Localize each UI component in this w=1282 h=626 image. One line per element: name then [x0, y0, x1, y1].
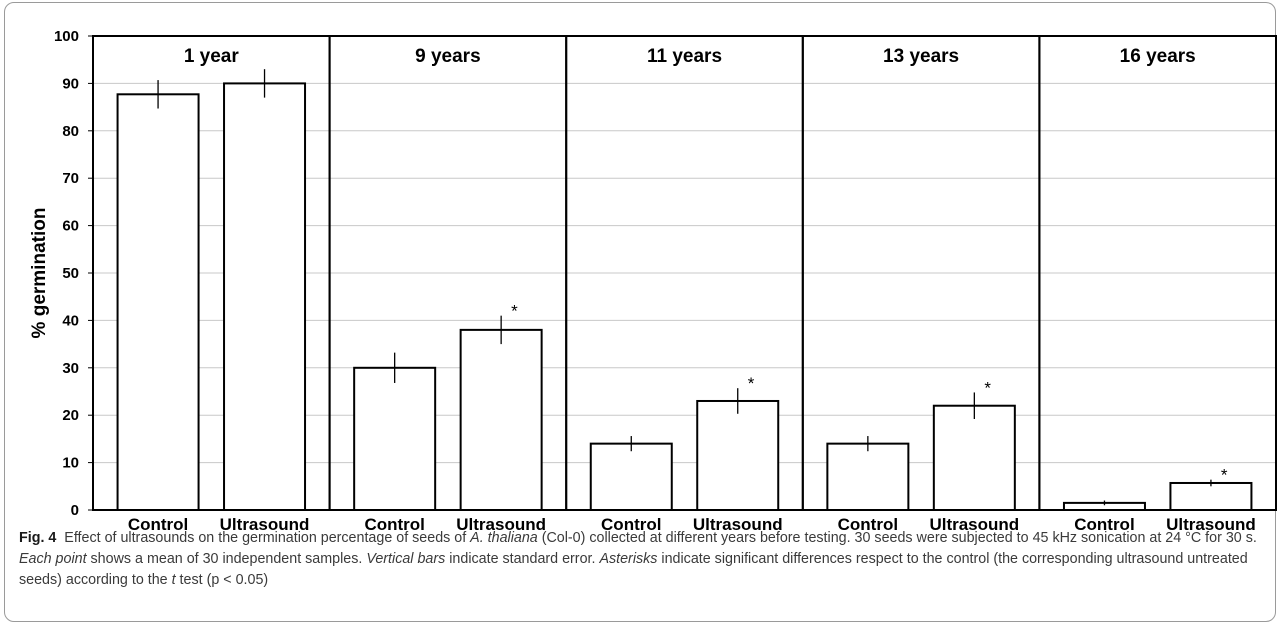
- bar: [696, 399, 780, 512]
- y-tick-label: 50: [62, 265, 79, 282]
- panel-title: 1 year: [184, 46, 240, 67]
- panel-title: 11 years: [647, 46, 722, 67]
- significance-asterisk: *: [511, 302, 518, 321]
- category-label: Ultrasound: [220, 515, 310, 530]
- category-label: Ultrasound: [693, 515, 783, 530]
- y-tick-label: 70: [62, 170, 79, 187]
- bar: [459, 328, 543, 511]
- bar: [1169, 481, 1253, 511]
- bar: [589, 442, 673, 512]
- caption-segment: shows a mean of 30 independent samples.: [86, 551, 367, 567]
- caption-segment: test (p < 0.05): [175, 572, 269, 588]
- bar: [116, 93, 200, 511]
- panel-title: 9 years: [415, 46, 481, 67]
- bar: [932, 404, 1016, 511]
- caption-segment: Asterisks: [599, 551, 658, 567]
- category-label: Control: [364, 515, 424, 530]
- y-tick-label: 10: [62, 455, 79, 472]
- y-tick-label: 40: [62, 312, 79, 329]
- category-label: Control: [128, 515, 188, 530]
- bar: [826, 442, 910, 512]
- category-label: Ultrasound: [456, 515, 546, 530]
- caption-segment: (Col-0) collected at different years bef…: [537, 530, 1257, 546]
- panel-title: 13 years: [883, 46, 959, 67]
- caption-segment: Vertical bars: [366, 551, 446, 567]
- caption-text: Effect of ultrasounds on the germination…: [19, 530, 1257, 588]
- category-label: Control: [838, 515, 898, 530]
- y-tick-label: 90: [62, 75, 79, 92]
- y-tick-label: 60: [62, 218, 79, 235]
- caption-segment: Effect of ultrasounds on the germination…: [64, 530, 471, 546]
- caption-segment: indicate standard error.: [445, 551, 600, 567]
- bar: [353, 366, 437, 511]
- caption-segment: t: [171, 572, 176, 588]
- bar-chart: 0 10 20 30 40 50 60 70 80 90 100 % germination 1 yea…: [29, 28, 1278, 530]
- bar: [223, 82, 307, 512]
- caption-segment: indicate significant differences respect…: [19, 551, 1248, 588]
- category-label: Control: [1074, 515, 1134, 530]
- y-tick-label: 80: [62, 123, 79, 140]
- caption-segment: A. thaliana: [470, 530, 538, 546]
- significance-asterisk: *: [748, 374, 755, 393]
- y-tick-label: 30: [62, 360, 79, 377]
- category-label: Ultrasound: [929, 515, 1019, 530]
- y-tick-label: 20: [62, 407, 79, 424]
- figure-label: Fig. 4: [19, 530, 57, 546]
- category-label: Ultrasound: [1166, 515, 1256, 530]
- y-tick-label: 0: [71, 502, 79, 519]
- category-label: Control: [601, 515, 661, 530]
- caption-segment: Each point: [19, 551, 87, 567]
- figure-caption: Fig. 4 Effect of ultrasounds on the germ…: [19, 528, 1269, 591]
- panel-title: 16 years: [1120, 46, 1196, 67]
- significance-asterisk: *: [1221, 466, 1228, 485]
- significance-asterisk: *: [984, 378, 991, 397]
- y-axis-label: % germination: [29, 208, 50, 339]
- y-tick-label: 100: [54, 28, 79, 45]
